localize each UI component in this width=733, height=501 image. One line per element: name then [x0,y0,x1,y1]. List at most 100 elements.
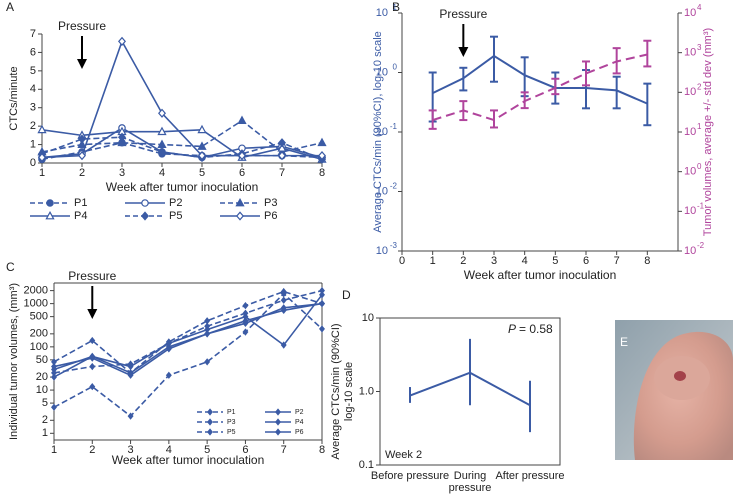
y-tick-exponent: 0 [697,162,702,171]
y-tick-label: 3 [30,102,36,114]
x-tick-label: During pressure [448,470,492,494]
x-tick-label: After pressure [495,470,565,482]
marker [89,362,96,371]
x-tick-label: 5 [199,167,205,179]
legend-marker [207,418,213,426]
marker [51,403,57,411]
marker [319,286,325,295]
y-tick-exponent: -2 [390,182,398,191]
y-tick-label: 10 [362,312,374,324]
y-axis-title: log-10 scale [343,362,355,421]
y-tick-exponent: 0 [393,63,398,72]
y2-axis-title: Tumor volumes, average +/- std dev (mm³) [702,28,714,236]
stat-value: = 0.58 [519,322,553,336]
y-axis-title: Individual tumor volumes, (mm³) [8,283,20,440]
y-tick-label: 1 [42,427,48,439]
legend-label: P5 [169,210,182,222]
panel-label: D [342,288,351,302]
marker [158,108,166,118]
marker [158,147,166,157]
marker [238,151,246,161]
marker [51,369,57,377]
y-tick-label: 0 [30,157,36,169]
x-tick-label: 2 [89,444,95,456]
marker [37,124,47,134]
x-tick-label: 8 [319,444,325,456]
marker [204,322,211,330]
x-tick-label: 8 [319,167,325,179]
marker [165,371,172,379]
marker [204,330,211,338]
y-tick-exponent: -1 [390,122,398,131]
x-tick-label: 2 [460,255,466,267]
annotation: Pressure [439,7,487,21]
x-tick-label: 2 [79,167,85,179]
marker [197,124,207,134]
y-tick-label: 10 [376,7,388,19]
x-tick-label: 7 [279,167,285,179]
x-tick-label: 7 [281,444,287,456]
series-line [432,54,648,105]
y-tick-label: 500 [30,311,48,323]
marker [197,141,207,150]
marker [280,304,287,312]
marker [127,412,134,420]
y-tick-label: 1 [30,138,36,150]
y-tick-label: 10 [376,185,388,197]
y-tick-label: 10 [684,7,696,19]
x-tick-label: 4 [522,255,528,267]
legend-marker [207,428,213,436]
y-tick-exponent: 1 [393,3,398,12]
marker [89,354,96,362]
y-tick-label: 10 [684,166,696,178]
marker [77,139,87,148]
marker [242,309,249,317]
marker [242,328,249,336]
x-tick-label: 3 [491,255,497,267]
x-tick-label: 1 [39,167,45,179]
stat-symbol: P [508,322,516,336]
legend-label: P1 [74,197,87,209]
marker [319,291,325,299]
y-tick-label: 10 [376,66,388,78]
y-tick-exponent: -1 [697,201,705,210]
x-tick-label: 3 [119,167,125,179]
y-tick-exponent: 4 [697,3,702,12]
y-tick-exponent: 3 [697,43,702,52]
panel-label: A [6,0,14,14]
y-tick-exponent: -2 [697,241,705,250]
y-axis-title: Average CTCs/min (90%CI), log-10 scale [372,31,384,233]
y-tick-label: 6 [30,46,36,58]
marker [278,151,286,161]
y-tick-label: 5 [30,65,36,77]
y-tick-label: 2000 [24,285,48,297]
legend-label: P3 [264,197,277,209]
x-tick-label: 0 [399,255,405,267]
y-tick-label: 20 [36,371,48,383]
y-tick-label: 5 [42,397,48,409]
y-tick-label: 100 [30,341,48,353]
panel-label: E [620,335,628,349]
legend-label: P6 [264,210,277,222]
y-axis-title: Average CTCs/min (90%CI) [330,323,342,459]
y-tick-label: 10 [684,245,696,257]
y-tick-label: 1000 [24,298,48,310]
panel-label: B [392,0,400,14]
marker [118,132,126,142]
x-tick-label: 6 [583,255,589,267]
marker [78,134,86,144]
x-tick-label: 6 [242,444,248,456]
marker [89,383,96,391]
x-tick-label: 4 [166,444,172,456]
marker [38,152,46,163]
legend-label: P2 [169,197,182,209]
y-tick-exponent: 1 [697,122,702,131]
legend-label: P5 [227,429,236,436]
y-tick-label: 2 [42,414,48,426]
x-tick-label: 7 [614,255,620,267]
x-tick-label: 4 [159,167,165,179]
marker [165,345,172,353]
x-tick-label: 3 [128,444,134,456]
marker [280,341,287,349]
